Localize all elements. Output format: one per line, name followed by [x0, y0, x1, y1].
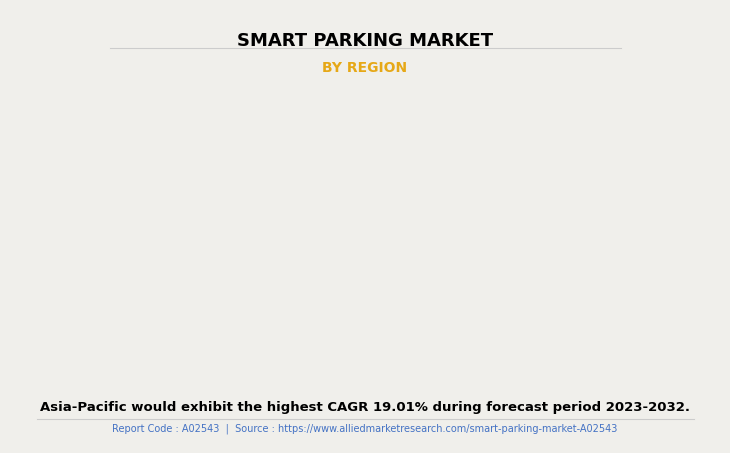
Text: Report Code : A02543  |  Source : https://www.alliedmarketresearch.com/smart-par: Report Code : A02543 | Source : https://…	[112, 424, 618, 434]
Text: SMART PARKING MARKET: SMART PARKING MARKET	[237, 32, 493, 50]
Text: Asia-Pacific would exhibit the highest CAGR 19.01% during forecast period 2023-2: Asia-Pacific would exhibit the highest C…	[40, 401, 690, 414]
Text: BY REGION: BY REGION	[323, 61, 407, 75]
